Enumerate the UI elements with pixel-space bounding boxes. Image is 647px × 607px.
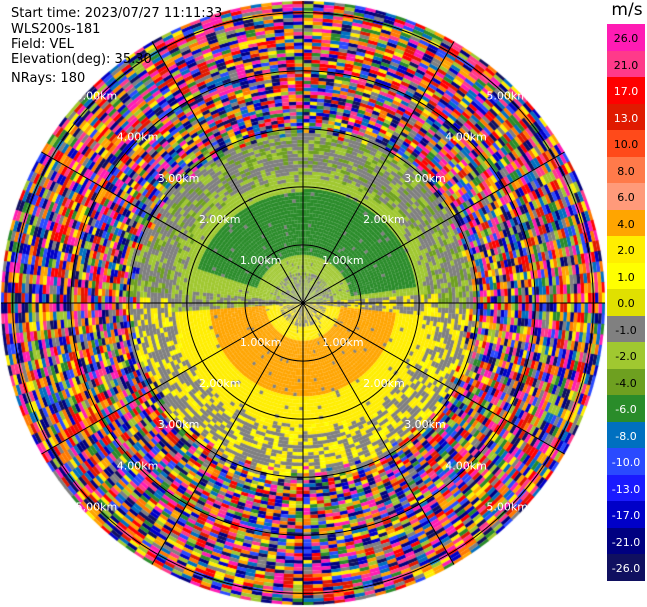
colorbar-swatch [607,262,645,290]
colorbar-tick-label: -2.0 [615,350,637,363]
range-ring-label: 3.00km [158,172,200,185]
colorbar-tick-label: 8.0 [617,164,635,178]
colorbar-swatch [607,24,645,51]
range-ring-label: 3.00km [404,418,446,431]
range-ring-label: 1.00km [322,254,364,267]
colorbar-tick-label: -1.0 [615,323,637,337]
azimuth-spoke [41,151,304,304]
range-ring-label: 2.00km [199,213,241,226]
range-ring-label: 2.00km [363,377,405,390]
colorbar-swatch [607,236,645,263]
range-ring-label: 5.00km [76,90,118,103]
range-ring-label: 1.00km [322,336,364,349]
colorbar-swatch [607,342,645,369]
colorbar-tick-label: 0.0 [617,297,635,310]
range-ring-label: 2.00km [363,213,405,226]
colorbar-tick-label: 17.0 [613,85,639,98]
range-ring-label: 3.00km [158,418,200,431]
range-ring-label: 5.00km [486,500,528,513]
colorbar-unit: m/s [611,0,643,20]
colorbar-tick-label: -4.0 [615,376,637,390]
nrays-label: NRays: 180 [11,71,86,86]
colorbar-swatch [607,527,645,555]
range-ring-grid: 1.00km 1.00km 1.00km 1.00km 2.00km 2.00km 2.00… [1,1,605,605]
azimuth-spoke [41,302,304,455]
colorbar-swatch [607,554,645,581]
colorbar-tick-label: -30.0 [611,588,641,602]
colorbar-swatch [607,395,645,422]
azimuth-spoke [302,302,565,455]
colorbar-tick-label: -21.0 [611,535,641,549]
azimuth-spoke [151,302,304,565]
colorbar-swatch [607,156,645,184]
range-ring-label: 4.00km [117,131,159,144]
colorbar-swatch [607,289,645,316]
range-ring-label: 5.00km [486,90,528,103]
range-ring-label: 3.00km [404,172,446,185]
colorbar-tick-label: -8.0 [615,429,637,443]
colorbar-tick-label: 26.0 [613,32,639,45]
colorbar-swatch [607,103,645,131]
colorbar-tick-label: 6.0 [617,191,635,204]
elevation-label: Elevation(deg): 35.30 [11,52,152,67]
start-time-label: Start time: 2023/07/27 11:11:33 [11,6,223,21]
range-ring-label: 2.00km [199,377,241,390]
colorbar-tick-label: 13.0 [613,111,639,125]
instrument-label: WLS200s-181 [11,22,101,37]
range-ring-label: 5.00km [76,500,118,513]
colorbar-swatch [607,448,645,475]
colorbar-tick-label: -10.0 [611,456,641,469]
colorbar-swatch [607,130,645,157]
colorbar-tick-label: -6.0 [615,403,637,416]
colorbar-swatch [607,501,645,528]
colorbar-swatch [607,183,645,210]
colorbar-swatch [607,315,645,343]
colorbar-swatch [607,368,645,396]
range-ring-label: 4.00km [117,459,159,472]
azimuth-spoke [151,41,304,304]
azimuth-spoke [302,41,455,304]
colorbar-tick-label: -13.0 [611,482,641,496]
colorbar-tick-label: 1.0 [617,270,635,284]
field-label: Field: VEL [11,37,74,52]
range-ring-label: 4.00km [445,131,487,144]
colorbar-swatch [607,209,645,237]
colorbar-tick-label: -17.0 [611,509,641,522]
range-ring-label: 1.00km [240,336,282,349]
colorbar-tick-label: -26.0 [611,562,641,575]
colorbar-swatch [607,474,645,502]
colorbar-swatch [607,421,645,449]
colorbar-swatch [607,50,645,78]
colorbar-swatch [607,77,645,104]
colorbar-tick-label: 10.0 [613,138,639,151]
colorbar-tick-label: 4.0 [617,217,635,231]
colorbar-tick-label: 2.0 [617,244,635,257]
azimuth-spoke [302,302,455,565]
range-ring-label: 4.00km [445,459,487,472]
range-ring-label: 1.00km [240,254,282,267]
colorbar-tick-label: 21.0 [613,58,639,72]
azimuth-spoke [302,151,565,304]
